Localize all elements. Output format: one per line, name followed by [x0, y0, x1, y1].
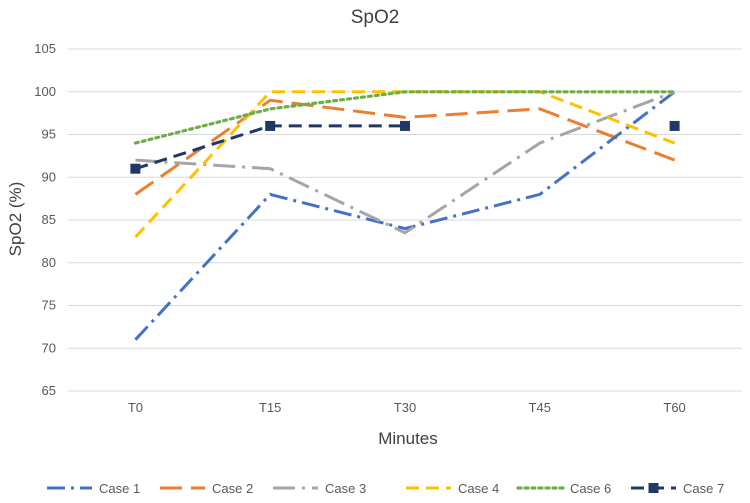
y-tick-label: 90: [42, 169, 56, 184]
legend-item-case-1: Case 1: [47, 481, 140, 496]
legend-label-case-6: Case 6: [570, 481, 611, 496]
data-point-case-7-t60: [669, 120, 680, 131]
legend-label-case-1: Case 1: [99, 481, 140, 496]
series-case-3: [135, 90, 676, 235]
data-point-case-7-t15: [265, 120, 276, 131]
legend-label-case-4: Case 4: [458, 481, 499, 496]
legend-item-case-4: Case 4: [406, 481, 499, 496]
series-line-case-6: [133, 90, 677, 145]
series-case-1: [134, 90, 676, 341]
x-axis-title: Minutes: [378, 429, 438, 448]
data-point-case-7-t30: [400, 120, 410, 131]
legend-label-case-7: Case 7: [683, 481, 724, 496]
y-tick-label: 85: [42, 212, 56, 227]
y-tick-label: 105: [34, 41, 56, 56]
chart-title: SpO2: [351, 7, 400, 28]
data-point-case-7-t0: [130, 163, 141, 174]
legend: Case 1 Case 2 Case 3 Case 4 Case 6 Case 7: [47, 481, 724, 496]
y-tick-label: 80: [42, 255, 56, 270]
y-tick-label: 65: [42, 383, 56, 398]
legend-item-case-3: Case 3: [273, 481, 366, 496]
legend-label-case-2: Case 2: [212, 481, 253, 496]
series-case-6: [133, 90, 677, 145]
y-tick-labels: 65 70 75 80 85 90 95 100 105: [34, 41, 56, 398]
y-tick-label: 70: [42, 340, 56, 355]
x-tick-label: T30: [394, 400, 416, 415]
x-tick-label: T45: [529, 400, 551, 415]
legend-label-case-3: Case 3: [325, 481, 366, 496]
y-axis-title: SpO2 (%): [6, 182, 25, 257]
series-lines: [130, 90, 680, 341]
gridlines: [68, 48, 742, 392]
x-tick-label: T60: [663, 400, 685, 415]
x-tick-label: T15: [259, 400, 281, 415]
series-line-case-2: [134, 98, 676, 196]
y-tick-label: 75: [42, 298, 56, 313]
legend-item-case-6: Case 6: [516, 481, 611, 496]
series-line-case-1: [134, 90, 676, 341]
legend-item-case-7: Case 7: [631, 481, 724, 496]
x-tick-labels: T0 T15 T30 T45 T60: [128, 400, 686, 415]
legend-marker-case-7: [648, 483, 659, 493]
legend-item-case-2: Case 2: [160, 481, 253, 496]
series-case-7: [130, 120, 680, 174]
x-tick-label: T0: [128, 400, 143, 415]
series-case-2: [134, 98, 676, 196]
y-tick-label: 100: [34, 84, 56, 99]
y-tick-label: 95: [42, 127, 56, 142]
series-line-case-3: [135, 90, 676, 235]
